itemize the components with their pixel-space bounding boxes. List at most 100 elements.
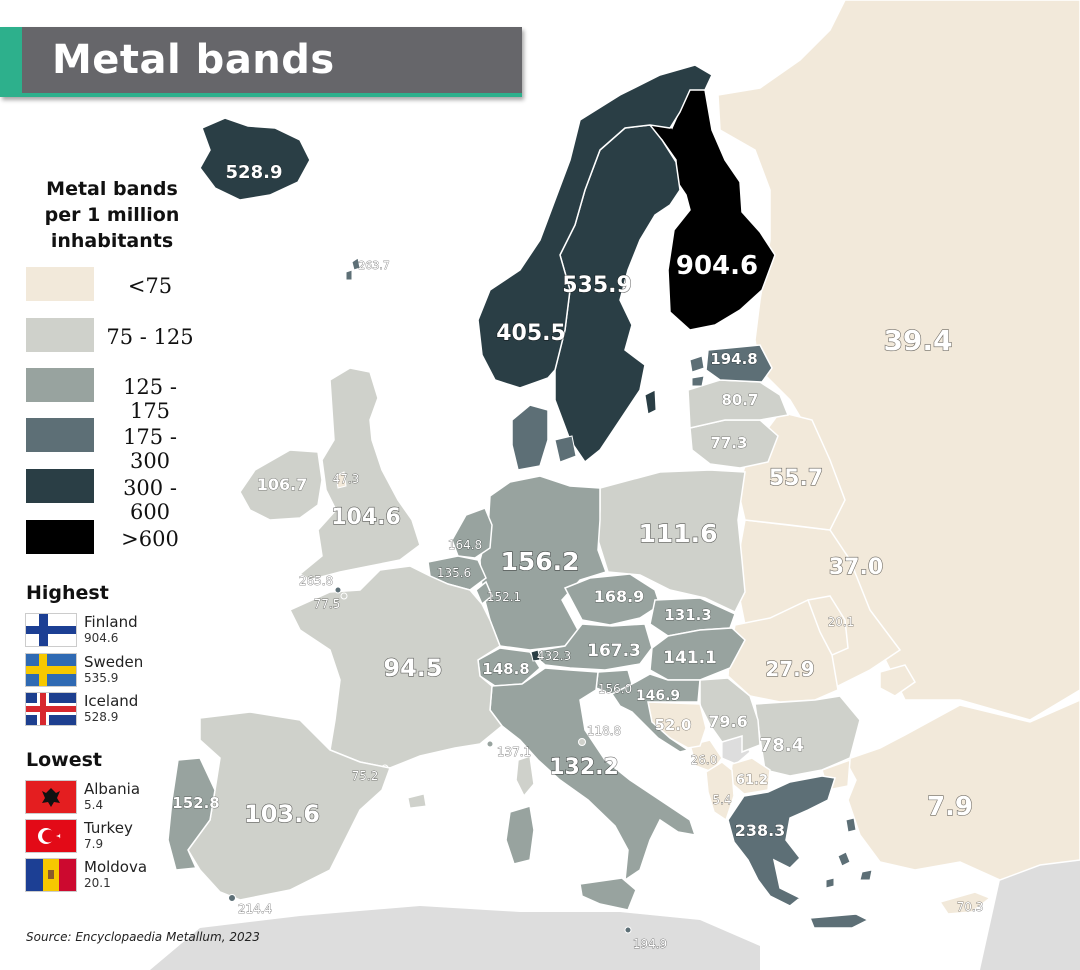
title-banner: Metal bands — [0, 27, 522, 97]
highest-item-finland: Finland 904.6 — [26, 613, 206, 647]
legend-title-line: Metal bands — [46, 178, 178, 200]
highest-heading: Highest — [26, 582, 109, 604]
region-turkey — [843, 699, 1080, 881]
region-luxembourg — [475, 580, 493, 606]
country-name: Sweden — [84, 653, 144, 671]
region-value-label-greece: 238.3 — [735, 821, 786, 840]
source-note: Source: Encyclopaedia Metallum, 2023 — [26, 930, 260, 944]
region-value-label-latvia: 80.7 — [721, 391, 758, 409]
region-value-label-belarus: 55.7 — [769, 466, 823, 491]
region-value-label-north-macedonia: 61.2 — [736, 773, 768, 788]
region-crimea — [879, 664, 916, 697]
region-guernsey — [334, 586, 342, 594]
legend-label-under-75: <75 — [127, 274, 173, 298]
region-value-label-faroe: 263.7 — [358, 259, 390, 272]
region-value-label-austria: 167.3 — [587, 641, 641, 661]
lowest-heading: Lowest — [26, 749, 102, 771]
region-value-label-malta: 194.9 — [633, 937, 667, 951]
legend-label-125-175: 125 - 175 — [123, 375, 177, 423]
region-sardinia — [505, 805, 535, 865]
region-labels: 904.6 535.9 405.5 528.9 263.7 194.8 80.7 77.3 39… — [172, 162, 984, 952]
region-isle-of-man — [335, 471, 347, 489]
highest-item-iceland: Iceland 528.9 — [26, 692, 206, 726]
region-value-label-isle-of-man: 47.3 — [333, 472, 360, 486]
region-value-label-norway: 405.5 — [496, 321, 566, 346]
region-value-label-france: 94.5 — [383, 654, 442, 682]
sweden-flag-icon — [26, 654, 76, 686]
region-value-label-finland: 904.6 — [676, 251, 758, 281]
legend-swatch-175-300 — [26, 418, 94, 452]
region-value-label-luxembourg: 152.1 — [487, 590, 521, 604]
title-underline — [22, 93, 522, 97]
country-name: Albania — [84, 780, 141, 798]
country-name: Finland — [84, 613, 138, 631]
region-value-label-netherlands: 164.8 — [448, 538, 482, 552]
region-value-label-estonia: 194.8 — [710, 350, 757, 368]
region-value-label-portugal: 152.8 — [172, 794, 219, 812]
country-name: Iceland — [84, 692, 139, 710]
region-aegean-islands — [825, 817, 873, 889]
region-san-marino — [578, 738, 586, 746]
legend-title-line: per 1 million — [44, 204, 180, 226]
region-value-label-jersey: 77.5 — [314, 597, 341, 611]
region-value-label-bosnia: 52.0 — [654, 716, 691, 734]
country-value: 528.9 — [84, 710, 119, 724]
region-cyprus — [938, 891, 992, 915]
region-sicily — [579, 877, 637, 911]
legend-label-300-600: 300 - 600 — [123, 476, 177, 524]
turkey-flag-icon — [26, 820, 76, 852]
region-value-label-poland: 111.6 — [638, 519, 717, 548]
region-value-label-italy: 132.2 — [549, 755, 619, 780]
region-hungary — [649, 627, 746, 681]
highest-item-sweden: Sweden 535.9 — [26, 653, 206, 687]
region-uk — [298, 367, 421, 581]
region-value-label-sweden: 535.9 — [562, 273, 632, 298]
legend-swatch-125-175 — [26, 368, 94, 402]
region-value-label-montenegro: 26.0 — [691, 753, 718, 767]
legend-label-over-600: >600 — [121, 527, 179, 551]
region-value-label-romania: 27.9 — [765, 657, 814, 681]
region-value-label-slovakia: 131.3 — [664, 606, 711, 624]
region-faroe — [345, 257, 361, 281]
region-norway — [477, 64, 713, 389]
region-value-label-slovenia: 156.0 — [598, 682, 632, 696]
lowest-item-moldova: Moldova 20.1 — [26, 858, 206, 892]
region-value-label-gibraltar: 214.4 — [238, 902, 272, 916]
lowest-item-albania: Albania 5.4 — [26, 780, 206, 814]
country-value: 5.4 — [84, 798, 104, 812]
region-value-label-germany: 156.2 — [500, 547, 579, 576]
region-gotland — [644, 389, 657, 415]
legend-swatch-75-125 — [26, 318, 94, 352]
legend-label-75-125: 75 - 125 — [106, 325, 194, 349]
region-russia — [717, 0, 1080, 721]
region-estonia-islands — [689, 355, 705, 387]
region-value-label-spain: 103.6 — [244, 800, 320, 828]
middle-east-land — [980, 840, 1080, 970]
region-monaco — [486, 740, 494, 748]
region-value-label-liechtenstein: 432.3 — [537, 649, 571, 663]
region-crete — [808, 913, 870, 929]
region-estonia — [705, 344, 773, 383]
legend-swatch-300-600 — [26, 469, 94, 503]
region-value-label-lithuania: 77.3 — [710, 434, 747, 452]
region-croatia — [610, 673, 701, 753]
region-value-label-monaco: 137.1 — [497, 745, 531, 759]
lowest-item-turkey: Turkey 7.9 — [26, 819, 206, 853]
north-africa-land — [150, 906, 760, 970]
region-value-label-switzerland: 148.8 — [482, 660, 529, 678]
region-france — [288, 565, 504, 769]
legend-title: Metal bands per 1 million inhabitants — [24, 176, 200, 254]
region-italy — [489, 667, 697, 882]
region-value-label-croatia: 146.9 — [636, 688, 680, 704]
region-corsica — [515, 755, 535, 798]
region-iceland — [199, 117, 311, 201]
region-value-label-san-marino: 118.8 — [587, 724, 621, 738]
region-value-label-albania: 5.4 — [712, 793, 731, 807]
legend-label-175-300: 175 - 300 — [123, 425, 177, 473]
country-name: Turkey — [84, 819, 133, 837]
region-zealand — [554, 435, 577, 463]
region-denmark — [511, 404, 549, 471]
region-value-label-bulgaria: 78.4 — [760, 735, 804, 756]
region-value-label-czechia: 168.9 — [594, 587, 645, 606]
region-value-label-andorra: 75.2 — [352, 769, 379, 783]
